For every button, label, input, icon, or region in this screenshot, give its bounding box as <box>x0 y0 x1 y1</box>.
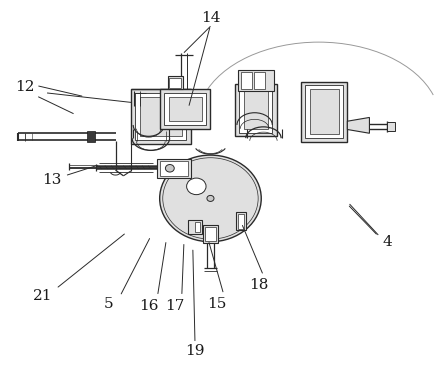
Bar <box>241 72 252 89</box>
Bar <box>157 159 190 178</box>
Text: 4: 4 <box>382 235 392 249</box>
Bar <box>136 93 186 140</box>
Bar <box>254 72 265 89</box>
Text: 17: 17 <box>165 299 185 313</box>
Bar <box>205 227 216 240</box>
Circle shape <box>165 164 174 172</box>
Text: 18: 18 <box>249 278 269 292</box>
Text: 12: 12 <box>15 80 35 94</box>
Bar <box>202 225 218 243</box>
Circle shape <box>163 158 258 239</box>
Bar <box>238 214 244 229</box>
Circle shape <box>159 155 261 242</box>
Bar <box>195 222 200 232</box>
Bar <box>238 70 274 91</box>
Bar <box>159 161 188 176</box>
Bar <box>235 84 277 136</box>
Bar <box>301 82 347 142</box>
Bar <box>239 87 272 133</box>
Bar <box>305 85 343 138</box>
Text: 15: 15 <box>207 297 227 311</box>
Bar <box>236 212 246 231</box>
Bar <box>168 97 202 121</box>
Bar <box>188 220 202 234</box>
Text: 19: 19 <box>185 344 205 358</box>
Bar <box>387 122 395 131</box>
Polygon shape <box>347 118 369 133</box>
Bar <box>159 89 210 129</box>
Text: 13: 13 <box>42 173 61 187</box>
Bar <box>164 93 206 125</box>
Circle shape <box>207 195 214 201</box>
Bar <box>140 97 182 136</box>
Bar <box>87 132 95 142</box>
Text: 16: 16 <box>139 299 159 313</box>
Text: 14: 14 <box>201 11 220 25</box>
Circle shape <box>187 178 206 195</box>
Bar <box>167 76 183 89</box>
Bar <box>169 77 181 88</box>
Text: 21: 21 <box>33 289 52 303</box>
Bar <box>131 89 190 144</box>
Bar <box>310 89 338 135</box>
Bar <box>244 91 268 129</box>
Text: 5: 5 <box>104 297 114 311</box>
